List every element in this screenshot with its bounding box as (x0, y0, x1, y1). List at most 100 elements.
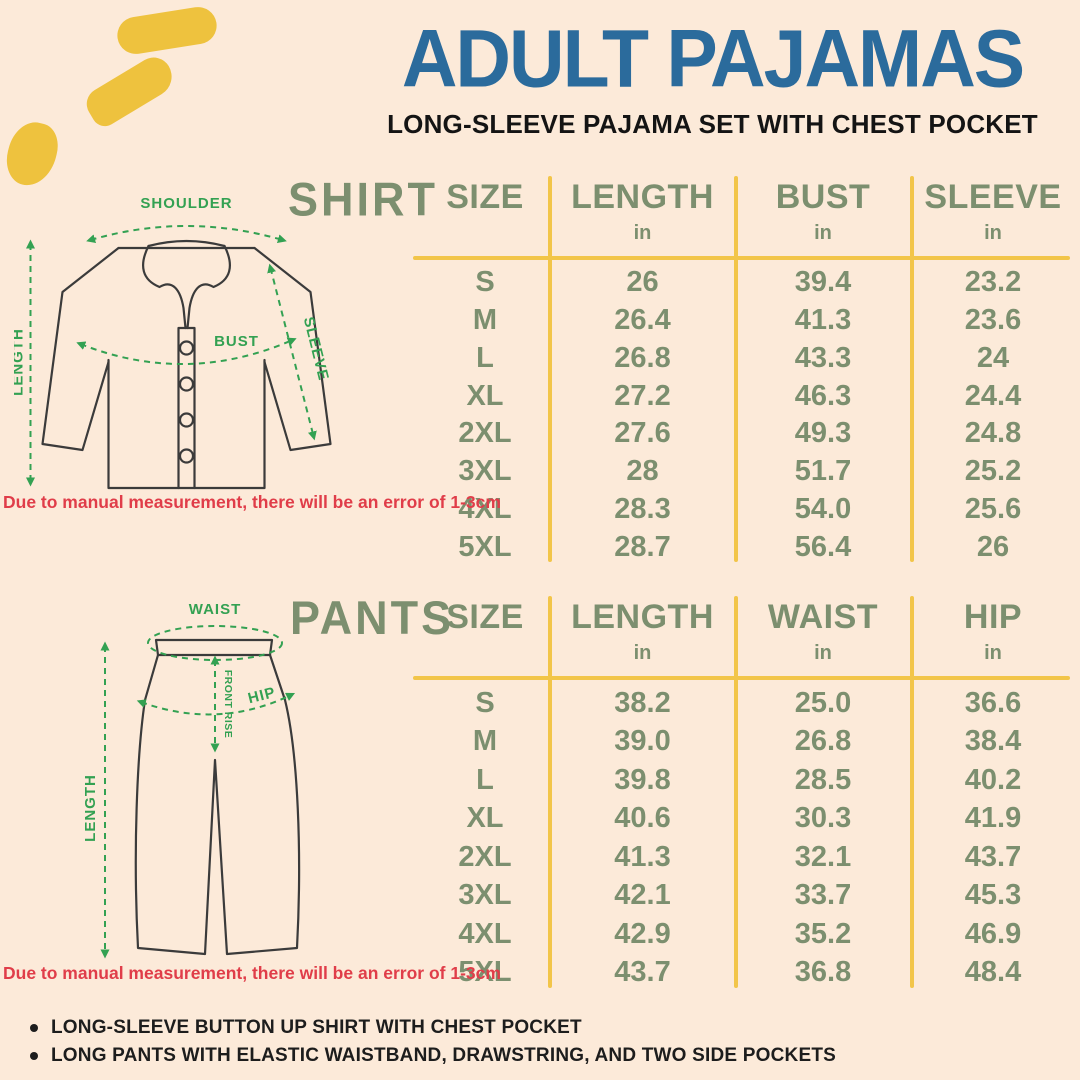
sleeve-label: SLEEVE (300, 315, 332, 382)
size-cell: 3XL (458, 879, 512, 912)
length-cell: 26 (626, 266, 659, 299)
size-cell: 2XL (458, 417, 512, 450)
size-cell: XL (466, 802, 504, 835)
hip-cell: 41.9 (964, 802, 1022, 835)
length-cell: 28.7 (614, 530, 671, 563)
column-divider (548, 596, 552, 988)
size-cell: 2XL (458, 840, 512, 873)
bust-cell: 46.3 (794, 379, 852, 412)
sleeve-cell: 24.4 (964, 379, 1022, 412)
sleeve-cell: 25.2 (964, 455, 1022, 488)
hip-cell: 48.4 (964, 956, 1022, 989)
size-cell: L (476, 763, 494, 796)
page-subtitle: LONG-SLEEVE PAJAMA SET WITH CHEST POCKET (387, 108, 1038, 139)
column-header: LENGTH (571, 598, 714, 636)
column-divider (548, 176, 552, 562)
bust-cell: 56.4 (794, 530, 852, 563)
page-title: ADULT PAJAMAS (401, 13, 1025, 105)
length-label: LENGTH (14, 328, 27, 396)
length-cell: 41.3 (614, 840, 671, 873)
size-cell: 4XL (458, 917, 512, 950)
shoulder-label: SHOULDER (140, 195, 232, 212)
sleeve-cell: 25.6 (964, 492, 1022, 525)
waist-cell: 28.5 (794, 763, 852, 796)
pants-table-header: SIZE LENGTH in WAIST in HIP in (420, 590, 1075, 676)
yellow-blob-icon (0, 117, 64, 191)
length-label: LENGTH (85, 774, 99, 842)
hip-cell: 46.9 (964, 917, 1022, 950)
bust-measure-line (76, 337, 297, 366)
unit-label: in (984, 642, 1002, 664)
size-cell: M (472, 725, 498, 758)
column-header: SIZE (446, 178, 524, 216)
pants-table-body: S 38.2 25.0 36.6 M 39.0 26.8 38.4 L 39.8 28.5 40.… (420, 684, 1075, 992)
column-header: LENGTH (571, 178, 714, 216)
unit-label: in (633, 642, 652, 664)
list-item: LONG-SLEEVE BUTTON UP SHIRT WITH CHEST P… (30, 1014, 836, 1042)
pants-line-art (134, 638, 301, 956)
size-cell: 3XL (458, 455, 512, 488)
yellow-blob-icon (114, 4, 220, 57)
shirt-table-body: S 26 39.4 23.2 M 26.4 41.3 23.6 L 26.8 43.3 24 XL… (420, 264, 1075, 566)
length-cell: 28.3 (614, 492, 671, 525)
waist-label: WAIST (189, 601, 242, 618)
shirt-measurement-diagram: SHOULDER LENGTH BUST SLEEVE (14, 195, 332, 490)
shoulder-measure-line (86, 225, 287, 244)
length-cell: 39.0 (614, 725, 671, 758)
sleeve-cell: 24.8 (964, 417, 1022, 450)
column-header: SIZE (446, 598, 524, 636)
bust-cell: 49.3 (794, 417, 852, 450)
bust-cell: 51.7 (794, 455, 852, 488)
waist-cell: 25.0 (794, 686, 852, 719)
pants-size-table: SIZE LENGTH in WAIST in HIP in S 38.2 25.0 36.… (413, 590, 1075, 994)
sleeve-cell: 23.6 (964, 304, 1022, 337)
length-cell: 38.2 (614, 686, 671, 719)
length-cell: 26.8 (614, 341, 671, 374)
hip-cell: 36.6 (964, 686, 1022, 719)
length-cell: 43.7 (614, 956, 671, 989)
column-divider (910, 176, 914, 562)
feature-text: LONG-SLEEVE BUTTON UP SHIRT WITH CHEST P… (51, 1017, 582, 1038)
waist-cell: 33.7 (794, 879, 852, 912)
hip-label: HIP (246, 684, 277, 707)
bust-cell: 39.4 (794, 266, 852, 299)
size-cell: S (475, 266, 495, 299)
hip-cell: 43.7 (964, 840, 1022, 873)
unit-label: in (814, 642, 832, 664)
waist-cell: 35.2 (794, 917, 852, 950)
size-cell: 5XL (458, 530, 512, 563)
sleeve-cell: 23.2 (964, 266, 1022, 299)
size-cell: M (472, 304, 498, 337)
size-cell: S (475, 686, 495, 719)
size-cell: 4XL (458, 492, 512, 525)
column-header: WAIST (767, 598, 879, 636)
bullet-dot-icon (30, 1052, 38, 1060)
size-cell: 5XL (458, 956, 512, 989)
waist-cell: 32.1 (794, 840, 852, 873)
list-item: LONG PANTS WITH ELASTIC WAISTBAND, DRAWS… (30, 1042, 836, 1070)
header-divider (413, 676, 1070, 680)
header: ADULT PAJAMAS LONG-SLEEVE PAJAMA SET WIT… (355, 13, 1070, 140)
pants-measurement-note: Due to manual measurement, there will be… (3, 963, 501, 983)
length-cell: 40.6 (614, 802, 671, 835)
sleeve-cell: 24 (976, 341, 1010, 374)
shirt-line-art (41, 239, 332, 490)
length-cell: 42.1 (614, 879, 671, 912)
column-header: BUST (775, 178, 871, 216)
product-feature-list: LONG-SLEEVE BUTTON UP SHIRT WITH CHEST P… (30, 1014, 836, 1070)
hip-measure-line (136, 692, 296, 716)
waist-cell: 36.8 (794, 956, 852, 989)
length-cell: 26.4 (614, 304, 671, 337)
unit-label: in (633, 222, 652, 244)
shirt-section-title: SHIRT (288, 172, 438, 227)
hip-cell: 45.3 (964, 879, 1022, 912)
column-divider (734, 176, 738, 562)
column-header: HIP (963, 598, 1023, 636)
bust-cell: 41.3 (794, 304, 852, 337)
unit-label: in (814, 222, 832, 244)
column-header: SLEEVE (924, 178, 1062, 216)
shirt-table-header: SIZE LENGTH in BUST in SLEEVE in (420, 170, 1075, 256)
shirt-measurement-note: Due to manual measurement, there will be… (3, 492, 501, 512)
waist-cell: 26.8 (794, 725, 852, 758)
